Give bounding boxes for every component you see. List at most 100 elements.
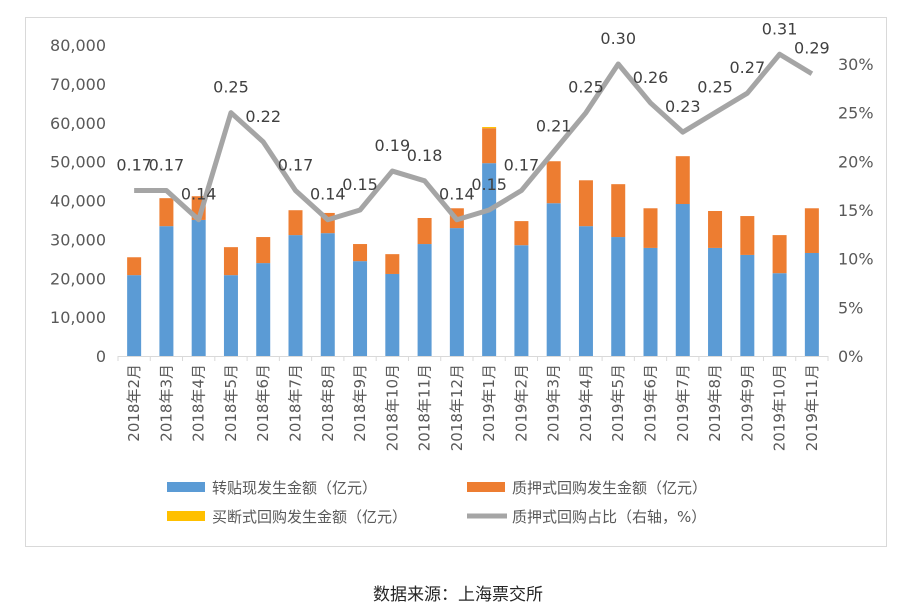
legend-swatch <box>167 482 205 492</box>
x-axis-label: 2019年1月 <box>480 364 498 442</box>
bar-segment-series-0 <box>449 228 464 356</box>
x-axis-label: 2019年11月 <box>803 364 821 451</box>
left-axis-tick-label: 30,000 <box>50 230 106 249</box>
x-axis-label: 2018年6月 <box>254 364 272 442</box>
legend-swatch <box>167 511 205 521</box>
x-axis-label: 2018年3月 <box>157 364 175 442</box>
ratio-data-label: 0.29 <box>794 39 830 58</box>
left-axis-tick-label: 80,000 <box>50 36 106 55</box>
x-axis-label: 2019年9月 <box>738 364 756 442</box>
bar-segment-series-0 <box>353 261 368 356</box>
bar-segment-series-0 <box>223 275 238 356</box>
ratio-data-label: 0.15 <box>342 175 378 194</box>
ratio-line: 0.170.170.140.250.220.170.140.150.190.18… <box>116 19 830 223</box>
bar-segment-series-0 <box>288 235 303 356</box>
x-axis-label: 2018年8月 <box>319 364 337 442</box>
left-axis-tick-label: 10,000 <box>50 308 106 327</box>
ratio-data-label: 0.23 <box>665 97 701 116</box>
left-axis-tick-label: 0 <box>96 347 106 366</box>
ratio-data-label: 0.22 <box>245 107 281 126</box>
right-axis-tick-label: 25% <box>838 104 874 123</box>
x-axis-label: 2019年7月 <box>674 364 692 442</box>
bars <box>127 127 819 356</box>
bar-segment-series-1 <box>643 208 658 248</box>
x-axis-label: 2018年4月 <box>190 364 208 442</box>
legend: 转贴现发生金额（亿元） 质押式回购发生金额（亿元） 买断式回购发生金额（亿元） 质押式… <box>167 479 707 526</box>
ratio-data-label: 0.25 <box>568 78 604 97</box>
ratio-data-label: 0.21 <box>536 117 572 136</box>
chart-svg: 0 10,000 20,000 30,000 40,000 50,000 60,000 70,… <box>50 19 874 526</box>
x-axis-label: 2018年7月 <box>287 364 305 442</box>
bar-segment-series-1 <box>256 237 271 264</box>
bar-segment-series-1 <box>353 244 368 262</box>
legend-label: 质押式回购占比（右轴，%） <box>512 508 706 526</box>
x-axis-label: 2019年8月 <box>706 364 724 442</box>
bar-segment-series-1 <box>611 184 626 238</box>
bar-segment-series-1 <box>417 217 432 245</box>
bar-segment-series-2 <box>482 127 497 129</box>
bar-segment-series-1 <box>708 210 723 248</box>
bar-segment-series-0 <box>514 245 529 356</box>
bar-segment-series-0 <box>804 252 819 356</box>
bar-segment-series-1 <box>385 254 400 274</box>
bar-segment-series-1 <box>675 156 690 204</box>
right-axis-tick-label: 5% <box>838 298 863 317</box>
right-axis-tick-label: 15% <box>838 201 874 220</box>
bar-segment-series-0 <box>578 226 593 356</box>
bar-segment-series-1 <box>804 208 819 253</box>
bar-segment-series-1 <box>223 247 238 276</box>
left-axis-tick-label: 20,000 <box>50 269 106 288</box>
x-axis-label: 2019年3月 <box>545 364 563 442</box>
bar-segment-series-0 <box>675 203 690 356</box>
bar-segment-series-0 <box>772 273 787 356</box>
source-caption: 数据来源：上海票交所 <box>373 585 543 605</box>
ratio-data-label: 0.18 <box>407 146 443 165</box>
legend-label: 转贴现发生金额（亿元） <box>212 479 377 497</box>
x-axis-label: 2018年2月 <box>125 364 143 442</box>
ratio-data-label: 0.17 <box>504 156 540 175</box>
x-axis-label: 2018年9月 <box>351 364 369 442</box>
bar-segment-series-1 <box>127 257 142 276</box>
x-axis-label: 2019年6月 <box>642 364 660 442</box>
x-axis-label: 2018年5月 <box>222 364 240 442</box>
ratio-data-label: 0.14 <box>181 185 217 204</box>
legend-label: 买断式回购发生金额（亿元） <box>212 508 407 526</box>
bar-segment-series-0 <box>708 247 723 356</box>
x-axis-label: 2018年12月 <box>448 364 466 451</box>
x-axis: 2018年2月 2018年3月 2018年4月 2018年5月 2018年6月 2018年… <box>117 356 829 451</box>
bar-segment-series-1 <box>740 216 755 255</box>
left-axis-tick-label: 40,000 <box>50 192 106 211</box>
ratio-data-label: 0.26 <box>633 68 669 87</box>
ratio-data-label: 0.17 <box>149 156 185 175</box>
right-axis-tick-label: 30% <box>838 55 874 74</box>
left-axis-tick-label: 60,000 <box>50 114 106 133</box>
bar-segment-series-1 <box>514 221 529 246</box>
bar-segment-series-0 <box>643 247 658 356</box>
ratio-data-label: 0.25 <box>213 78 249 97</box>
x-axis-label: 2019年5月 <box>609 364 627 442</box>
bar-segment-series-0 <box>740 254 755 356</box>
legend-swatch <box>467 482 505 492</box>
right-axis-tick-label: 10% <box>838 250 874 269</box>
ratio-data-label: 0.30 <box>600 29 636 48</box>
bar-segment-series-0 <box>417 244 432 356</box>
ratio-data-label: 0.15 <box>471 175 507 194</box>
ratio-line-path <box>134 51 814 223</box>
ratio-data-label: 0.19 <box>375 136 411 155</box>
ratio-data-label: 0.17 <box>278 156 314 175</box>
bar-segment-series-0 <box>191 219 206 356</box>
bar-segment-series-0 <box>159 226 174 356</box>
x-axis-label: 2018年10月 <box>383 364 401 451</box>
x-axis-label: 2019年10月 <box>771 364 789 451</box>
ratio-data-label: 0.17 <box>116 156 152 175</box>
bar-segment-series-0 <box>611 237 626 356</box>
bar-segment-series-1 <box>159 198 174 227</box>
left-axis-tick-label: 70,000 <box>50 75 106 94</box>
bar-segment-series-0 <box>256 263 271 356</box>
bar-segment-series-0 <box>320 233 335 356</box>
bar-segment-series-0 <box>546 203 561 356</box>
ratio-data-label: 0.31 <box>762 19 798 38</box>
bar-segment-series-1 <box>482 128 497 164</box>
right-axis-tick-label: 20% <box>838 152 874 171</box>
ratio-data-label: 0.25 <box>697 78 733 97</box>
